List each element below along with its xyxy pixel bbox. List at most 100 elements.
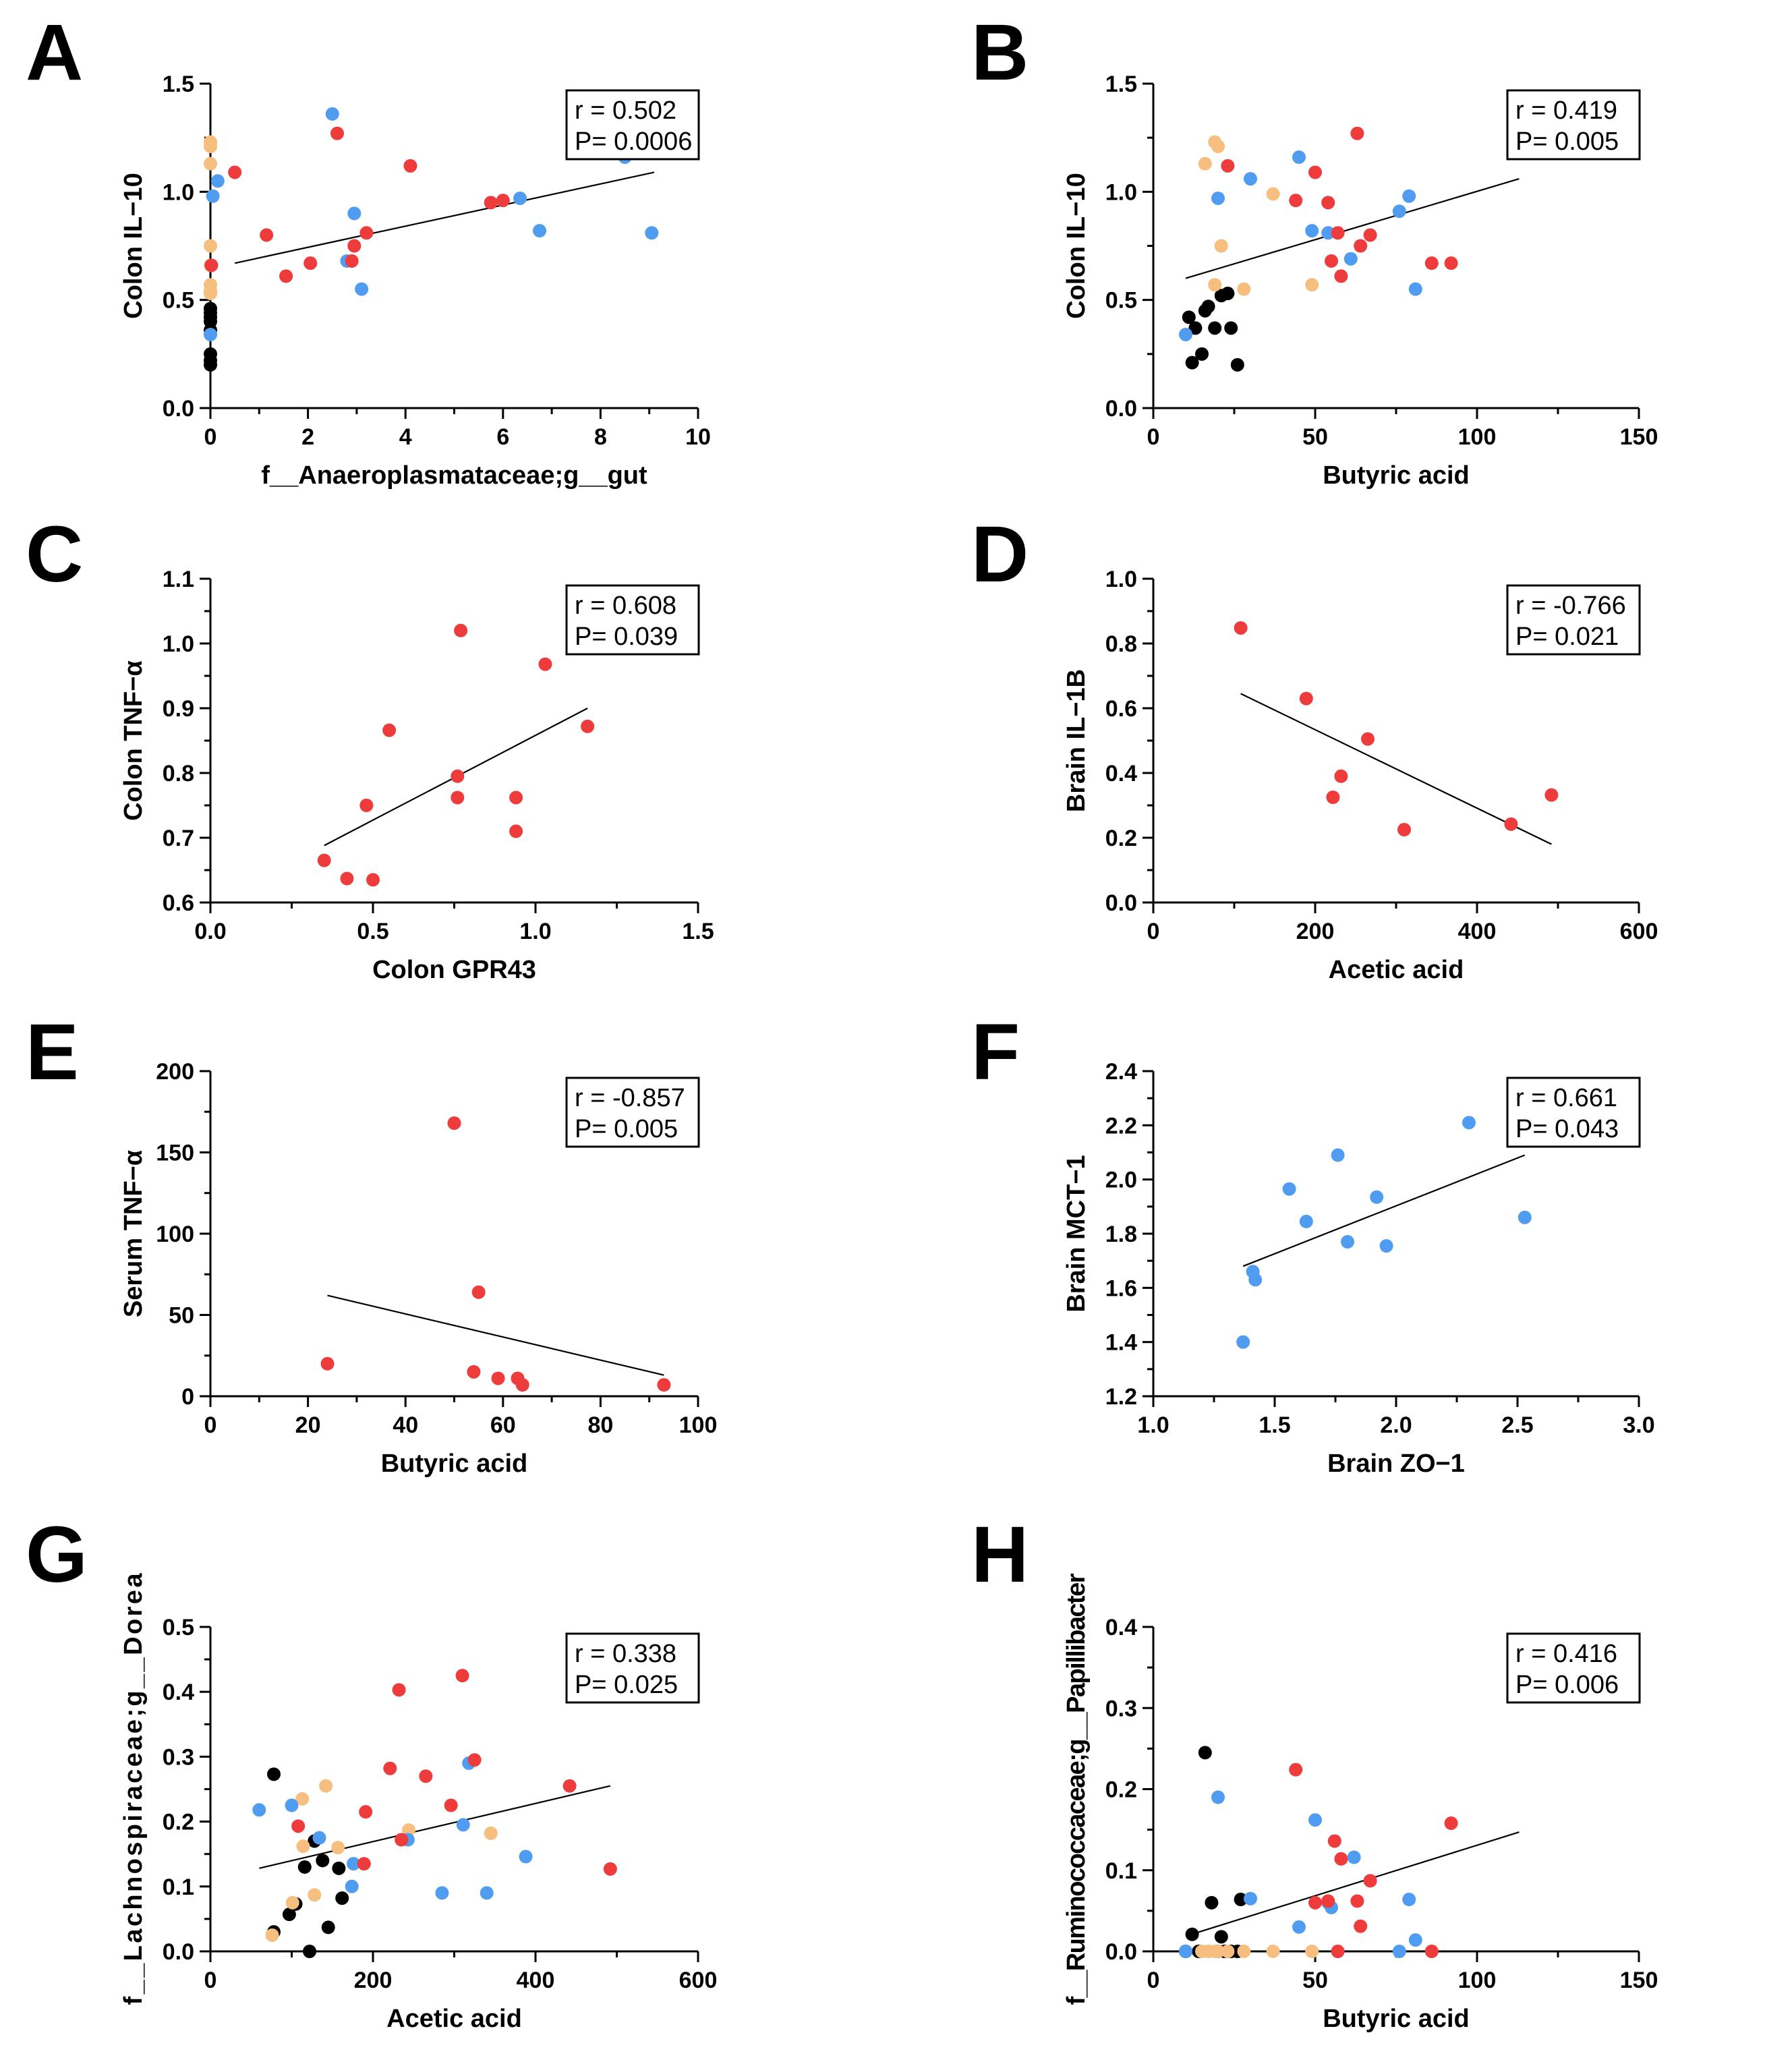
data-point-red [366,873,380,887]
data-point-red [581,719,595,733]
stat-p: P= 0.0006 [575,127,692,156]
data-point-blue [1462,1116,1476,1130]
x-tick-label: 600 [679,1968,718,1993]
data-point-red [1221,159,1235,173]
x-axis-label: Acetic acid [1329,956,1464,984]
x-tick-label: 200 [354,1968,393,1993]
x-tick-label: 0 [1147,1968,1160,1993]
x-tick-label: 50 [1302,1968,1328,1993]
data-point-black [335,1891,349,1905]
data-point-orange [1208,278,1222,292]
y-tick-label: 0.6 [163,890,194,916]
data-point-red [345,254,359,268]
data-point-orange [285,1895,299,1910]
data-point-orange [1266,187,1280,201]
data-point-orange [1305,1945,1319,1958]
y-tick-label: 0.9 [163,696,194,722]
data-point-black [1198,1746,1212,1760]
x-tick-label: 0.0 [194,919,226,944]
y-tick-label: 0.1 [163,1874,194,1900]
panel-letter: D [971,510,1029,599]
data-point-black [1208,321,1222,335]
x-axis-label: Brain ZO−1 [1327,1450,1465,1478]
data-point-blue [1379,1239,1393,1253]
data-point-red [347,239,362,253]
data-point-blue [1392,204,1406,219]
y-tick-label: 1.0 [163,631,194,657]
data-point-black [266,1767,281,1781]
y-tick-label: 0.4 [1105,761,1137,786]
data-point-orange [295,1791,310,1806]
data-point-blue [1343,252,1358,266]
data-point-blue [345,1879,359,1893]
data-point-red [359,799,374,812]
data-point-orange [484,1826,498,1840]
y-tick-label: 0.5 [163,1615,194,1640]
panel-d: D 0.0 0.2 0.4 0.6 0.8 1.0 0 200 400 600 Acetic aci… [971,510,1658,984]
data-point-red [260,228,274,242]
data-point-red [1544,788,1559,802]
panel-letter: E [26,1008,79,1097]
data-point-orange [331,1841,345,1855]
data-point-blue [519,1850,533,1864]
data-point-red [496,194,510,208]
regression-line [1188,1831,1520,1937]
data-point-red [1444,256,1458,270]
data-point-red [359,226,374,240]
data-point-orange [204,239,217,253]
y-axis-label: Brain MCT−1 [1062,1155,1091,1312]
y-tick-label: 1.5 [1105,71,1137,97]
stat-r: r = 0.608 [575,592,676,620]
data-point-red [1289,194,1303,208]
x-axis-label: Butyric acid [1323,2005,1470,2033]
panel-letter: F [971,1008,1020,1097]
panel-e: E 0 50 100 150 200 0 20 40 60 80 100 Butyric acid Se… [26,1008,717,1478]
data-point-red [467,1365,481,1379]
x-tick-label: 2.0 [1380,1412,1412,1438]
data-point-blue [1292,1920,1306,1934]
data-point-red [1444,1816,1458,1831]
data-point-red [1354,239,1368,253]
stat-p: P= 0.006 [1515,1671,1619,1699]
data-point-blue [435,1886,449,1900]
data-point-red [454,623,468,637]
data-point-red [1299,691,1313,706]
data-point-black [1188,321,1203,335]
data-point-orange [265,1928,279,1942]
data-point-red [562,1779,577,1793]
stat-p: P= 0.021 [1515,623,1619,651]
data-point-red [1363,228,1377,242]
data-point-black [321,1920,335,1934]
x-tick-label: 2.5 [1501,1412,1533,1438]
data-point-orange [1198,156,1212,171]
stat-p: P= 0.043 [1515,1115,1619,1143]
data-point-red [1334,769,1348,783]
data-point-orange [1237,282,1251,296]
data-point-blue [312,1831,326,1845]
data-point-blue [645,226,659,240]
data-point-black [1185,1927,1199,1941]
stat-r: r = -0.766 [1515,592,1626,620]
data-point-red [1331,1945,1345,1958]
data-point-orange [319,1779,333,1793]
y-axis-label: Colon IL−10 [1062,173,1091,318]
data-point-red [657,1378,671,1392]
data-point-black [1230,357,1244,372]
data-point-orange [296,1839,310,1854]
data-point-blue [206,189,220,203]
x-tick-label: 6 [496,424,509,450]
data-point-red [382,723,397,737]
y-tick-label: 2.0 [1105,1168,1137,1193]
data-point-black [303,1945,317,1958]
x-tick-label: 10 [685,424,711,450]
x-tick-label: 0.5 [357,919,388,944]
data-point-blue [204,327,217,341]
x-tick-label: 0 [204,1412,217,1438]
data-point-blue [1179,1945,1192,1958]
x-axis-label: Acetic acid [386,2005,522,2033]
y-tick-label: 0.5 [1105,288,1137,314]
data-point-red [1325,254,1338,268]
stat-p: P= 0.025 [575,1671,678,1699]
data-point-blue [1308,1813,1322,1827]
data-point-red [1363,1874,1377,1888]
